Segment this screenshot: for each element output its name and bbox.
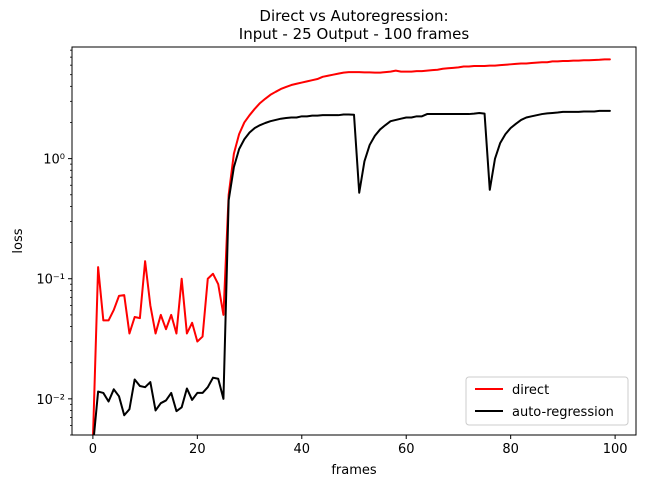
x-tick-label: 40	[294, 442, 311, 457]
series-line-auto-regression	[92, 109, 611, 435]
x-tick-label: 0	[89, 442, 97, 457]
legend-label-auto-regression: auto-regression	[512, 405, 614, 420]
series-layer	[92, 58, 611, 435]
series-line-direct	[92, 58, 611, 435]
x-axis-label: frames	[331, 463, 377, 478]
y-axis-label: loss	[11, 228, 26, 253]
legend-box	[465, 376, 629, 426]
x-tick-label: 60	[398, 442, 415, 457]
plot-frame	[71, 46, 637, 436]
chart-subtitle: Input - 25 Output - 100 frames	[239, 25, 470, 43]
y-tick-label: 10⁻¹	[36, 273, 65, 288]
plot-background	[72, 47, 636, 435]
legend-label-direct: direct	[512, 383, 549, 398]
x-axis-ticks: 0 20 40 60 80 100	[89, 435, 628, 457]
x-tick-label: 20	[189, 442, 206, 457]
x-tick-label: 100	[603, 442, 628, 457]
x-tick-label: 80	[502, 442, 519, 457]
legend: direct auto-regression	[465, 376, 629, 426]
y-axis-ticks: 10⁻² 10⁻¹ 10⁰	[36, 49, 72, 436]
chart-title: Direct vs Autoregression:	[259, 7, 448, 25]
y-tick-label: 10⁻²	[36, 393, 65, 408]
y-tick-label: 10⁰	[43, 153, 65, 168]
